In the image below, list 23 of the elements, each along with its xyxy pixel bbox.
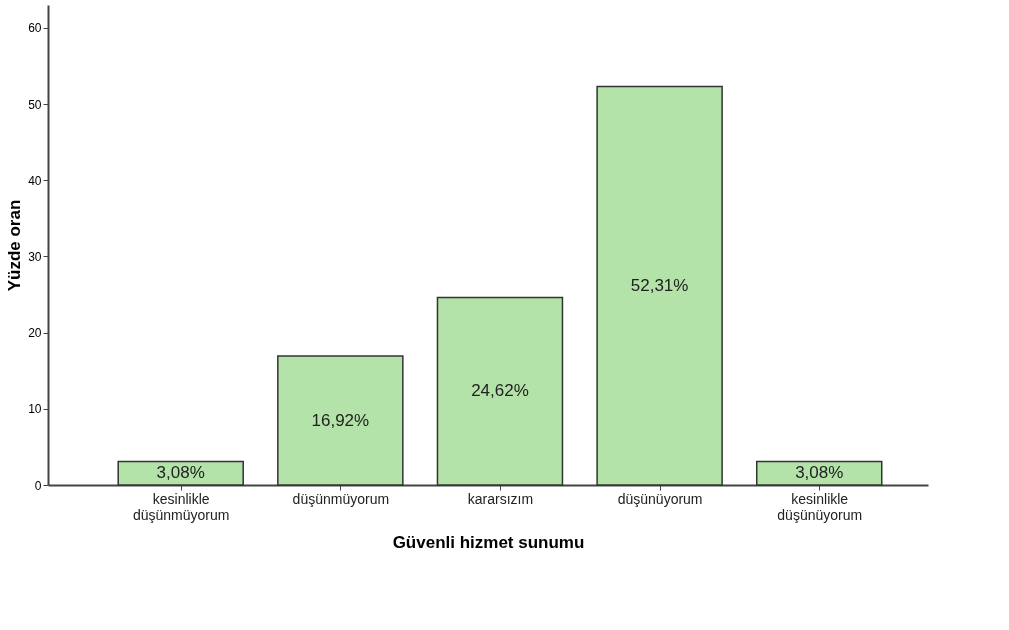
data-label: 52,31% (630, 275, 689, 295)
x-tick-label: düşünüyorum (617, 490, 703, 507)
y-tick-label: 40 (28, 173, 42, 188)
x-tick-label: kesinlikle düşünmüyorum (132, 490, 230, 523)
bar (596, 85, 723, 486)
y-tick-label: 10 (28, 402, 42, 417)
data-label: 3,08% (156, 463, 205, 483)
data-label: 16,92% (311, 410, 370, 430)
x-tick-label: kararsızım (467, 490, 534, 507)
bar (277, 355, 404, 486)
y-tick-label: 0 (34, 478, 42, 493)
bar (436, 296, 564, 486)
y-tick-label: 20 (28, 326, 42, 341)
y-tick-label: 60 (28, 21, 42, 36)
x-tick-label: düşünmüyorum (292, 490, 390, 507)
data-label: 24,62% (471, 381, 529, 401)
y-axis-title: Yüzde oran (5, 199, 25, 292)
y-tick-label: 50 (28, 97, 42, 112)
x-tick-label: kesinlikle düşünüyorum (777, 490, 863, 523)
data-label: 3,08% (795, 463, 844, 483)
x-axis-title: Güvenli hizmet sunumu (392, 532, 585, 552)
bar (117, 460, 244, 486)
y-tick-label: 30 (28, 249, 42, 264)
